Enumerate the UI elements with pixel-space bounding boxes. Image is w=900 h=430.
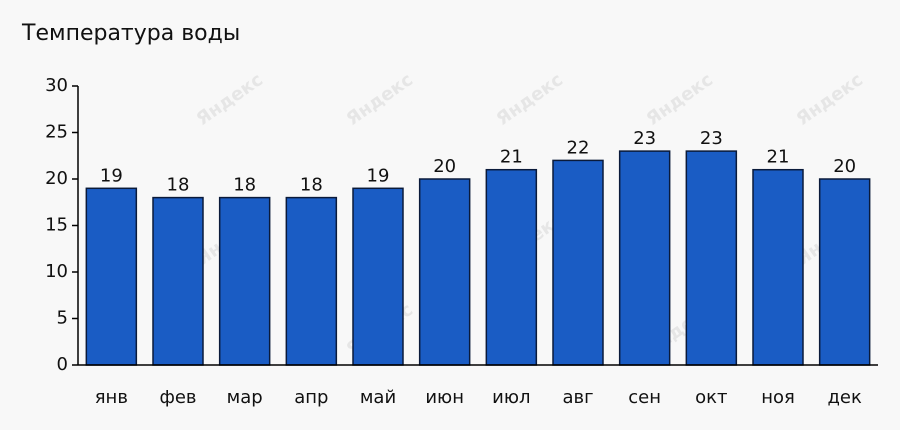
x-tick-label: фев [159, 387, 196, 408]
bar [485, 168, 538, 366]
y-tick-label: 5 [57, 308, 68, 329]
y-tick-label: 20 [45, 168, 68, 189]
value-label: 19 [367, 165, 390, 186]
x-tick-label: сен [628, 387, 661, 408]
y-tick-label: 30 [45, 75, 68, 96]
value-label: 19 [100, 165, 123, 186]
bar [818, 178, 871, 366]
x-tick-label: дек [827, 387, 862, 408]
value-label: 21 [500, 147, 523, 168]
value-label: 18 [233, 175, 256, 196]
x-tick-label: янв [95, 387, 128, 408]
value-label: 18 [167, 175, 190, 196]
x-tick-label: авг [562, 387, 593, 408]
y-tick-label: 25 [45, 122, 68, 143]
bar [218, 196, 271, 366]
bar [352, 187, 404, 366]
value-label: 20 [433, 156, 456, 177]
y-tick-label: 15 [45, 215, 68, 236]
bar [618, 150, 671, 366]
value-label: 23 [700, 128, 723, 149]
bar [418, 178, 471, 366]
x-tick-label: июл [492, 387, 530, 408]
bar [685, 150, 738, 366]
bar [552, 159, 604, 366]
x-tick-label: июн [425, 387, 464, 408]
bar [752, 168, 804, 366]
bar [285, 196, 338, 366]
y-tick-label: 10 [45, 261, 68, 282]
x-tick-label: ноя [761, 387, 795, 408]
x-tick-label: мар [227, 387, 263, 408]
bar [85, 187, 138, 366]
value-label: 21 [767, 147, 790, 168]
value-label: 18 [300, 175, 323, 196]
chart-title: Температура воды [21, 21, 240, 46]
value-label: 22 [567, 137, 590, 158]
x-tick-label: май [360, 387, 396, 408]
y-tick-label: 0 [57, 354, 68, 375]
value-label: 20 [833, 156, 856, 177]
value-label: 23 [633, 128, 656, 149]
x-tick-label: окт [695, 387, 727, 408]
x-tick-label: апр [294, 387, 328, 408]
bar [152, 196, 204, 366]
